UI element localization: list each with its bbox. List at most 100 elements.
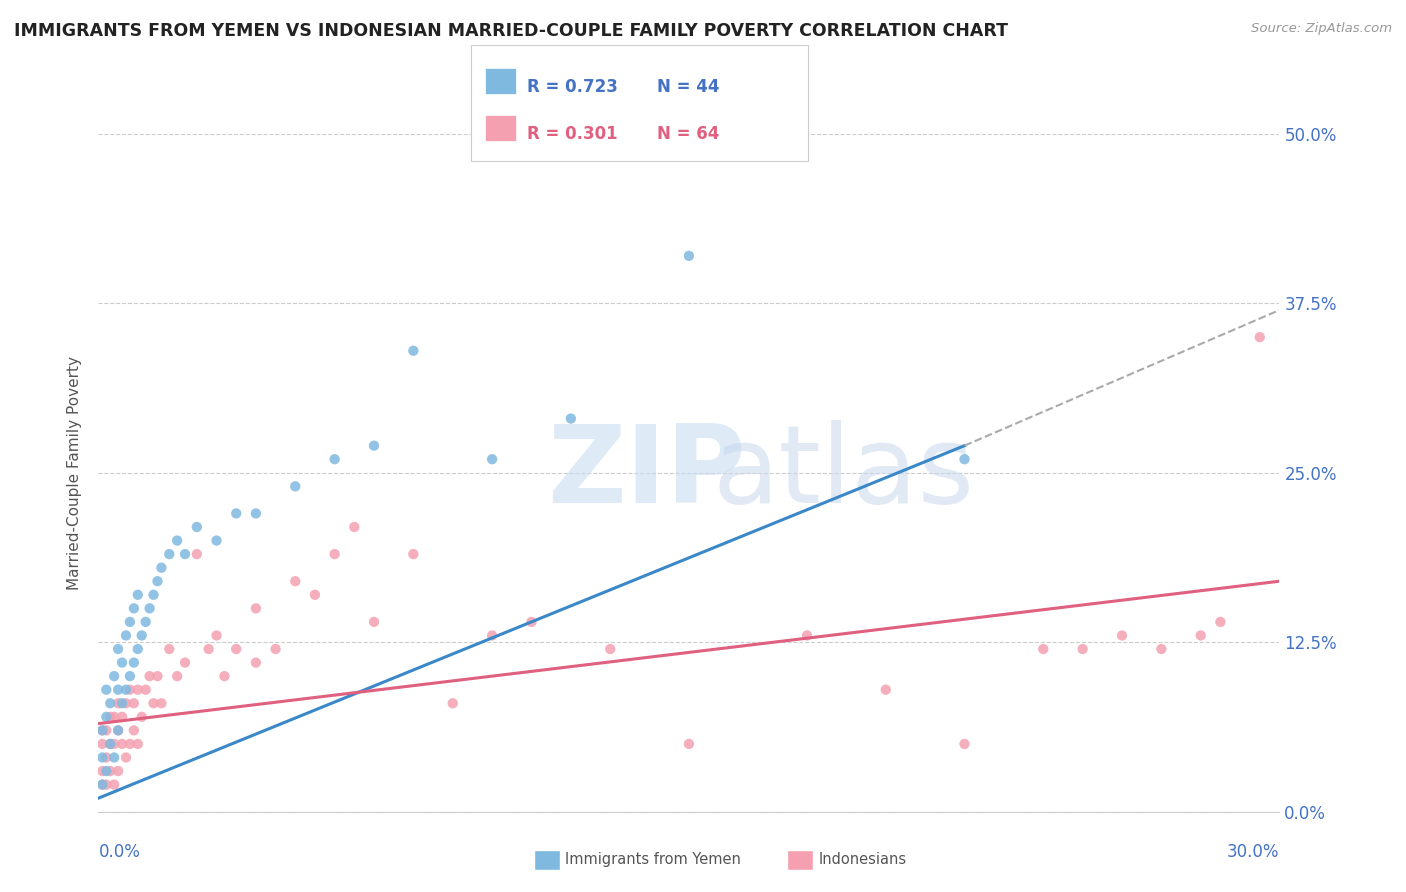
Point — [1150, 642, 1173, 657]
Point — [245, 656, 267, 670]
Point — [118, 682, 141, 697]
Point — [115, 628, 138, 642]
Point — [96, 723, 118, 738]
Point — [91, 750, 114, 764]
Point — [678, 249, 700, 263]
Point — [98, 737, 121, 751]
Point — [118, 669, 141, 683]
Point — [111, 710, 134, 724]
Text: 30.0%: 30.0% — [1227, 843, 1279, 861]
Text: 0.0%: 0.0% — [98, 843, 141, 861]
Point — [103, 669, 125, 683]
Text: R = 0.301: R = 0.301 — [527, 125, 617, 143]
Point — [146, 669, 169, 683]
Point — [1071, 642, 1094, 657]
Text: Immigrants from Yemen: Immigrants from Yemen — [565, 853, 741, 867]
Point — [96, 764, 118, 778]
Text: N = 64: N = 64 — [657, 125, 718, 143]
Point — [166, 669, 188, 683]
Point — [284, 479, 307, 493]
Point — [441, 696, 464, 710]
Point — [197, 642, 219, 657]
Point — [304, 588, 326, 602]
Point — [481, 452, 503, 467]
Point — [1209, 615, 1232, 629]
Point — [150, 696, 173, 710]
Point — [343, 520, 366, 534]
Point — [1032, 642, 1054, 657]
Point — [146, 574, 169, 589]
Point — [127, 642, 149, 657]
Point — [103, 778, 125, 792]
Point — [363, 615, 385, 629]
Point — [166, 533, 188, 548]
Text: IMMIGRANTS FROM YEMEN VS INDONESIAN MARRIED-COUPLE FAMILY POVERTY CORRELATION CH: IMMIGRANTS FROM YEMEN VS INDONESIAN MARR… — [14, 22, 1008, 40]
Point — [953, 452, 976, 467]
Point — [107, 764, 129, 778]
Point — [1189, 628, 1212, 642]
Point — [135, 615, 157, 629]
Point — [245, 601, 267, 615]
Point — [186, 520, 208, 534]
Point — [122, 601, 145, 615]
Point — [205, 533, 228, 548]
Point — [96, 682, 118, 697]
Point — [103, 737, 125, 751]
Point — [264, 642, 287, 657]
Point — [107, 696, 129, 710]
Point — [284, 574, 307, 589]
Point — [205, 628, 228, 642]
Point — [131, 710, 153, 724]
Point — [323, 452, 346, 467]
Point — [142, 696, 165, 710]
Point — [520, 615, 543, 629]
Point — [111, 656, 134, 670]
Point — [111, 737, 134, 751]
Point — [402, 547, 425, 561]
Point — [103, 750, 125, 764]
Point — [122, 723, 145, 738]
Text: Source: ZipAtlas.com: Source: ZipAtlas.com — [1251, 22, 1392, 36]
Point — [98, 710, 121, 724]
Point — [157, 547, 180, 561]
Point — [91, 723, 114, 738]
Point — [186, 547, 208, 561]
Point — [91, 778, 114, 792]
Point — [122, 696, 145, 710]
Point — [96, 778, 118, 792]
Point — [103, 710, 125, 724]
Point — [323, 547, 346, 561]
Point — [107, 682, 129, 697]
Point — [875, 682, 897, 697]
Point — [91, 723, 114, 738]
Point — [402, 343, 425, 358]
Point — [245, 507, 267, 521]
Point — [796, 628, 818, 642]
Point — [678, 737, 700, 751]
Point — [98, 696, 121, 710]
Point — [953, 737, 976, 751]
Point — [91, 737, 114, 751]
Point — [127, 682, 149, 697]
Point — [142, 588, 165, 602]
Point — [481, 628, 503, 642]
Point — [363, 439, 385, 453]
Y-axis label: Married-Couple Family Poverty: Married-Couple Family Poverty — [67, 356, 83, 590]
Point — [118, 615, 141, 629]
Point — [1111, 628, 1133, 642]
Point — [122, 656, 145, 670]
Point — [131, 628, 153, 642]
Point — [107, 723, 129, 738]
Text: N = 44: N = 44 — [657, 78, 718, 95]
Point — [174, 547, 197, 561]
Point — [115, 682, 138, 697]
Point — [115, 750, 138, 764]
Point — [214, 669, 236, 683]
Text: atlas: atlas — [713, 420, 974, 525]
Point — [138, 601, 160, 615]
Point — [225, 507, 247, 521]
Point — [157, 642, 180, 657]
Point — [127, 588, 149, 602]
Text: ZIP: ZIP — [547, 420, 745, 525]
Point — [96, 710, 118, 724]
